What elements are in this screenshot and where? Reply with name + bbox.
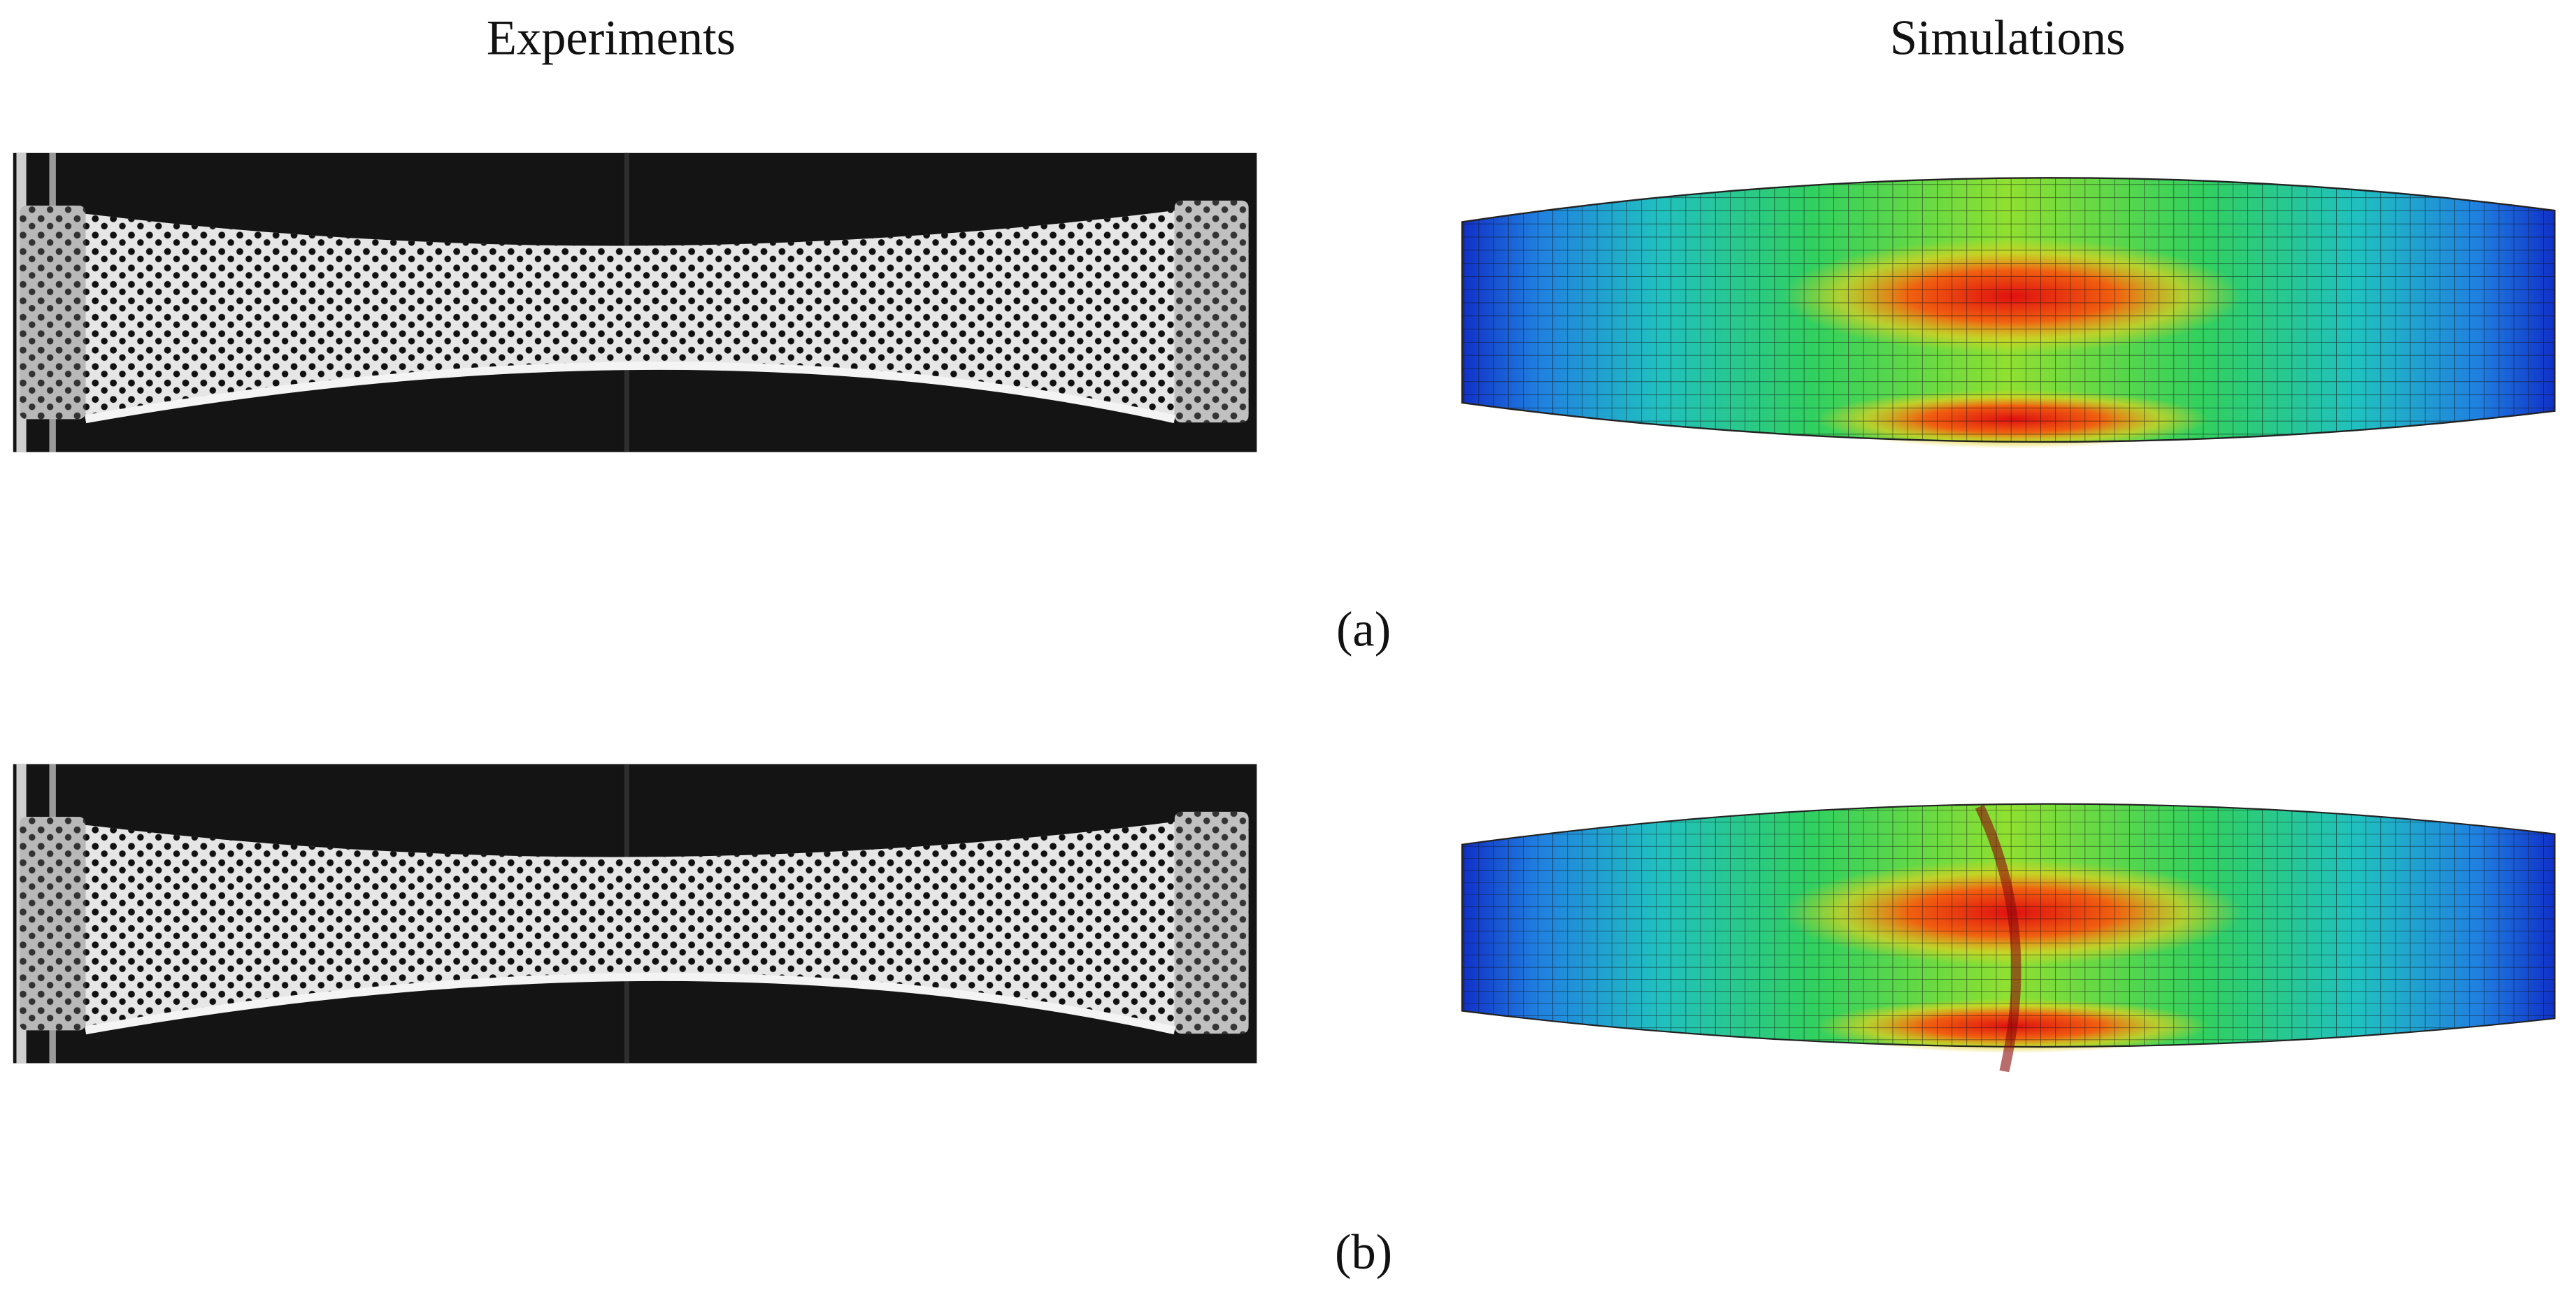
column-title: Experiments [487,11,736,66]
column-title: Simulations [1890,11,2126,66]
simulation-a [1461,177,2556,450]
panel-label: (b) [1335,1225,1392,1280]
panel-label: (a) [1336,602,1391,657]
simulation-b [1461,803,2556,1073]
experiment-photo-b [13,764,1257,1064]
experiment-photo-a [13,153,1257,452]
